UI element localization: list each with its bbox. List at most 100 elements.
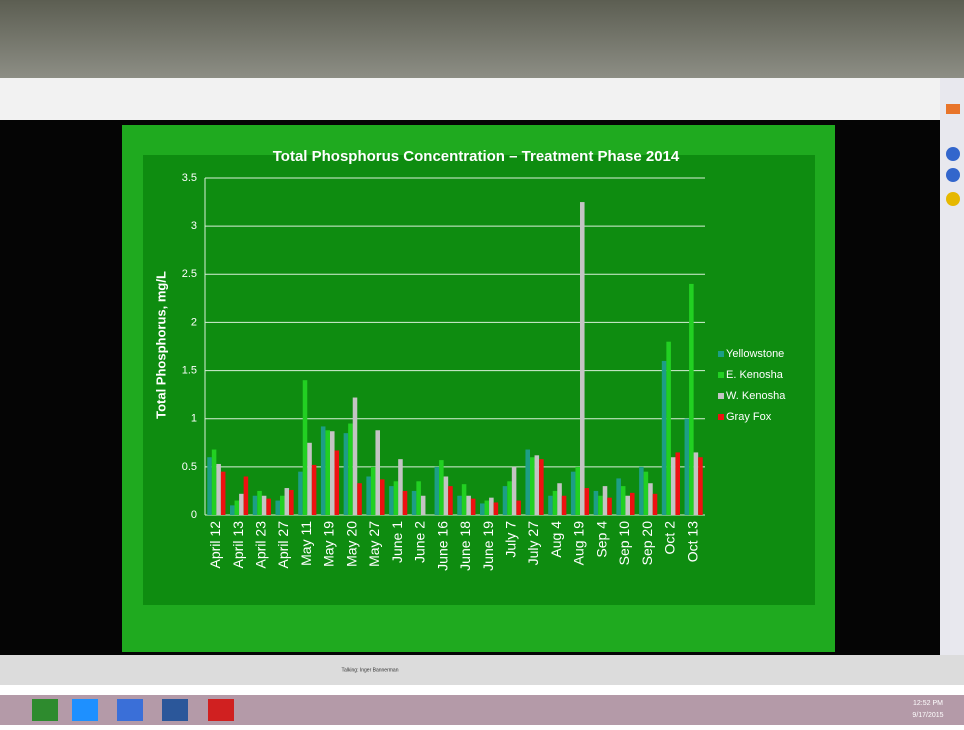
taskbar <box>0 695 964 725</box>
bar <box>489 498 494 515</box>
bar <box>698 457 703 515</box>
x-tick-label: June 2 <box>412 521 428 563</box>
bar <box>603 486 608 515</box>
bar <box>216 464 221 515</box>
bar <box>675 452 680 515</box>
bar <box>630 493 635 515</box>
bar <box>607 498 612 515</box>
legend-label: E. Kenosha <box>726 369 784 381</box>
y-tick-label: 1.5 <box>182 364 197 376</box>
x-tick-label: May 11 <box>298 521 314 566</box>
bar <box>380 479 385 515</box>
x-tick-label: July 7 <box>503 521 519 558</box>
bar <box>621 486 626 515</box>
bar <box>553 491 558 515</box>
bar <box>416 481 421 515</box>
x-tick-label: Oct 13 <box>684 521 700 562</box>
bar <box>535 455 540 515</box>
task-icon[interactable] <box>117 699 143 721</box>
bar <box>448 486 453 515</box>
bar <box>266 499 271 515</box>
bar <box>403 491 408 515</box>
bar <box>685 419 690 515</box>
bar <box>457 496 462 515</box>
legend-label: W. Kenosha <box>726 390 786 402</box>
bar <box>548 496 553 515</box>
bar <box>639 467 644 515</box>
bar <box>485 501 490 515</box>
bar <box>585 488 590 515</box>
x-tick-label: Oct 2 <box>662 521 678 555</box>
bar <box>466 496 471 515</box>
y-tick-label: 3.5 <box>182 172 197 184</box>
x-tick-label: April 27 <box>275 521 291 569</box>
screen: Total Phosphorus Concentration – Treatme… <box>0 0 964 725</box>
bar <box>562 496 567 515</box>
x-tick-label: April 12 <box>207 521 223 569</box>
bar <box>644 472 649 515</box>
bar <box>594 491 599 515</box>
clock-time: 12:52 PM <box>913 700 943 707</box>
task-icon[interactable] <box>32 699 58 721</box>
bar <box>307 443 312 515</box>
wall <box>0 0 964 80</box>
legend-swatch <box>718 372 724 378</box>
bar <box>503 486 508 515</box>
y-tick-label: 0.5 <box>182 461 197 473</box>
legend-swatch <box>718 414 724 420</box>
side-icon[interactable] <box>946 168 960 182</box>
bar <box>412 491 417 515</box>
task-icon[interactable] <box>208 699 234 721</box>
x-tick-label: May 19 <box>321 521 337 567</box>
y-tick-label: 2 <box>191 316 197 328</box>
bar <box>366 476 371 515</box>
x-tick-label: June 19 <box>480 521 496 571</box>
legend-swatch <box>718 351 724 357</box>
bar <box>439 460 444 515</box>
bar <box>539 459 544 515</box>
bar <box>507 481 512 515</box>
x-tick-label: Sep 10 <box>616 521 632 566</box>
side-panel <box>940 78 964 658</box>
bar <box>335 450 340 515</box>
task-icon[interactable] <box>72 699 98 721</box>
bar <box>421 496 426 515</box>
bar <box>344 433 349 515</box>
legend-swatch <box>718 393 724 399</box>
x-tick-label: April 13 <box>230 521 246 569</box>
bar <box>580 202 585 515</box>
bar <box>321 426 326 515</box>
bar <box>257 491 262 515</box>
x-tick-label: Aug 19 <box>571 521 587 566</box>
y-tick-label: 1 <box>191 413 197 425</box>
bar <box>375 430 380 515</box>
bar <box>571 472 576 515</box>
bar <box>471 499 476 515</box>
bar <box>348 424 353 515</box>
bar <box>212 450 217 515</box>
bar <box>244 476 249 515</box>
zoom: 100% <box>939 687 957 694</box>
bar <box>671 457 676 515</box>
bar <box>389 486 394 515</box>
side-icon[interactable] <box>946 147 960 161</box>
task-icon[interactable] <box>162 699 188 721</box>
side-icon[interactable] <box>946 104 960 114</box>
x-tick-label: June 16 <box>434 521 450 571</box>
bar <box>525 450 530 515</box>
bar <box>616 478 621 515</box>
bar <box>303 380 308 515</box>
bar <box>239 494 244 515</box>
bar <box>462 484 467 515</box>
x-tick-label: May 27 <box>366 521 382 567</box>
bar <box>625 496 630 515</box>
bar <box>666 342 671 515</box>
bar <box>662 361 667 515</box>
legend-label: Yellowstone <box>726 348 784 360</box>
bar <box>694 452 699 515</box>
side-icon[interactable] <box>946 192 960 206</box>
bar <box>689 284 694 515</box>
bar <box>480 503 485 515</box>
page: Total Phosphorus Concentration – Treatme… <box>0 0 964 725</box>
bar <box>530 457 535 515</box>
